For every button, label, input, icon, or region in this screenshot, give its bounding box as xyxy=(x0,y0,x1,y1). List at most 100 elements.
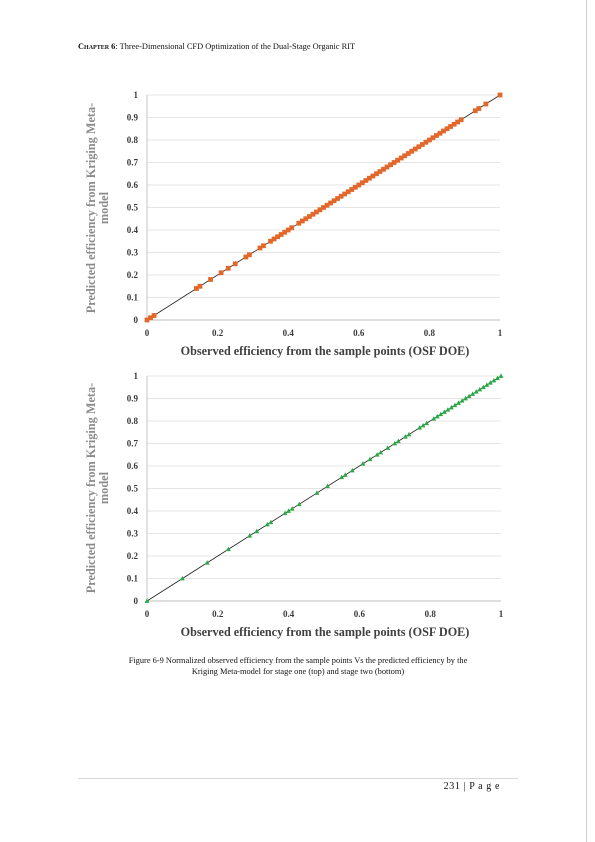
chart-1-data-point xyxy=(370,173,376,179)
chart-1-ytick-label: 0.1 xyxy=(127,293,139,303)
chart-1-data-point xyxy=(444,126,450,132)
chart-1-data-point xyxy=(271,236,277,242)
chart-2-data-point xyxy=(392,440,398,446)
chart-2-ytick-label: 0.9 xyxy=(127,394,139,404)
chart-1-data-point xyxy=(359,180,365,186)
chart-1-data-point xyxy=(296,220,302,226)
chart-1-data-point xyxy=(257,245,263,251)
chart-2-data-point xyxy=(470,391,476,396)
chapter-label: Chapter 6 xyxy=(78,42,116,51)
chart-1-data-point xyxy=(328,200,333,206)
chart-2-ytick-label: 0.7 xyxy=(127,439,139,449)
chart-1-data-point xyxy=(232,261,238,267)
chart-1-data-point xyxy=(197,283,203,289)
chart-1-xtick-label: 1 xyxy=(498,328,503,338)
chart-1-data-point xyxy=(151,313,157,318)
chart-2-data-point xyxy=(325,483,330,489)
chart-2-data-point xyxy=(226,546,231,552)
chart-2-xtick-label: 1 xyxy=(499,609,504,619)
chart-2-data-point xyxy=(449,404,454,410)
chart-2-data-point xyxy=(374,452,380,457)
chart-1-data-point xyxy=(144,317,150,323)
chart-2-data-point xyxy=(247,533,253,538)
chart-1-data-point xyxy=(451,121,457,127)
chart-1-data-point xyxy=(412,146,418,152)
chart-1-data-point xyxy=(314,209,319,215)
chart-2-data-point xyxy=(480,384,486,390)
chart-1-ytick-label: 1 xyxy=(134,90,139,100)
chart-1-xtick-label: 0.4 xyxy=(283,328,295,338)
chart-1-xtick-label: 0 xyxy=(145,328,150,338)
chart-2-data-point xyxy=(385,445,391,450)
chart-2-data-point xyxy=(456,400,461,405)
chart-1-data-point xyxy=(363,178,369,183)
chart-1-data-point xyxy=(409,148,415,154)
chart-2-ytick-label: 1 xyxy=(134,371,139,381)
chart-1-data-point xyxy=(434,133,439,138)
chart-2-data-point xyxy=(406,431,412,437)
chart-1-data-point xyxy=(455,119,461,125)
chart-2-data-point xyxy=(314,490,320,495)
chart-1-data-point xyxy=(391,160,397,165)
chart-2-ytick-label: 0.1 xyxy=(127,574,139,584)
chart-2-data-point xyxy=(466,393,472,399)
chart-2-data-point xyxy=(473,389,479,394)
chart-2-ytick-label: 0.6 xyxy=(127,461,139,471)
chart-2-ytick-label: 0 xyxy=(134,596,139,606)
chart-1-data-point xyxy=(338,193,344,199)
chart-1-data-point xyxy=(303,216,309,222)
chart-2-data-point xyxy=(144,598,150,603)
chart-1-data-point xyxy=(476,106,482,111)
chart-2-data-point xyxy=(289,506,295,511)
chart-1-data-point xyxy=(335,196,341,201)
chart-1-data-point xyxy=(261,243,266,249)
chart-1-ytick-label: 0.9 xyxy=(127,113,139,123)
chart-2-xtick-label: 0.6 xyxy=(354,609,366,619)
chart-1-data-point xyxy=(437,130,443,136)
chart-1-data-point xyxy=(246,252,252,258)
chart-2-data-point xyxy=(459,398,465,403)
chart-2-data-point xyxy=(264,521,270,527)
chart-1-ytick-label: 0.8 xyxy=(127,135,139,145)
chart-2-data-point xyxy=(286,508,291,513)
chart-1-data-point xyxy=(388,162,393,168)
chart-1-ytick-label: 0.4 xyxy=(127,225,139,235)
chart-2-xtick-label: 0.8 xyxy=(425,609,437,619)
chart-1-data-point xyxy=(278,232,284,237)
chart-1-data-point xyxy=(448,124,453,129)
chart-1-data-point xyxy=(423,139,429,145)
chart-2-data-point xyxy=(495,375,500,381)
chart-1-data-point xyxy=(285,227,291,233)
figure-caption: Figure 6-9 Normalized observed efficienc… xyxy=(78,656,518,677)
chart-1-data-point xyxy=(398,155,404,161)
chart-1-data-point xyxy=(458,117,464,123)
chart-2-data-point xyxy=(487,380,493,385)
chart-2-data-point xyxy=(438,411,444,417)
chart-1-data-point xyxy=(321,205,326,210)
chart-1-data-point xyxy=(306,214,312,219)
chart-2-ytick-label: 0.5 xyxy=(127,484,139,494)
chart-2-data-point xyxy=(463,395,468,401)
chart-2-xlabel: Observed efficiency from the sample poin… xyxy=(180,625,470,639)
chart-1-xlabel: Observed efficiency from the sample poin… xyxy=(180,344,470,358)
chart-2-data-point xyxy=(282,510,288,516)
footer-divider xyxy=(78,778,518,779)
chart-1-data-point xyxy=(377,169,383,174)
caption-line-1: Figure 6-9 Normalized observed efficienc… xyxy=(128,656,468,665)
chart-1-data-point xyxy=(268,238,273,244)
chart-1-data-point xyxy=(402,153,408,159)
chart-1-data-point xyxy=(441,128,446,134)
chart-2-data-point xyxy=(254,528,260,534)
chart-2-data-point xyxy=(378,449,384,455)
chart-2-data-point xyxy=(491,377,497,383)
chart-1-data-point xyxy=(218,270,224,276)
chart-1-data-point xyxy=(395,157,401,163)
chart-1-xtick-label: 0.8 xyxy=(424,328,436,338)
chart-1-xtick-label: 0.6 xyxy=(353,328,365,338)
chart-2-data-point xyxy=(339,474,345,480)
chart-2-data-point xyxy=(445,407,451,412)
chart-1-ytick-label: 0.5 xyxy=(127,203,139,213)
chart-2-data-point xyxy=(204,560,210,565)
